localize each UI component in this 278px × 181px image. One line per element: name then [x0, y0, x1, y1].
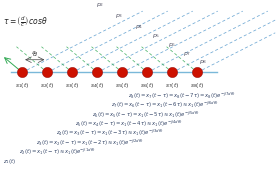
Text: $p_2$: $p_2$ — [96, 1, 104, 9]
Text: $z_4(t) = x_3(t-\tau) = x_1(t-3\tau) \approx x_1(t)e^{-j(3d\theta)}$: $z_4(t) = x_3(t-\tau) = x_1(t-3\tau) \ap… — [56, 128, 163, 138]
Text: $z_2(t) = x_1(t-\tau) \approx x_1(t)e^{-j(1d\theta)}$: $z_2(t) = x_1(t-\tau) \approx x_1(t)e^{-… — [19, 146, 96, 157]
Point — [45, 71, 49, 74]
Text: $z_3(t) = x_2(t-\tau) = x_1(t-2\tau) \approx x_1(t)e^{-j(2d\theta)}$: $z_3(t) = x_2(t-\tau) = x_1(t-2\tau) \ap… — [36, 137, 144, 148]
Text: $p_5$: $p_5$ — [152, 32, 160, 40]
Point — [120, 71, 125, 74]
Text: $z_1(t)$: $z_1(t)$ — [3, 157, 16, 166]
Text: $p_6$: $p_6$ — [168, 41, 177, 49]
Text: $s_5(t)$: $s_5(t)$ — [115, 81, 130, 90]
Text: $p_8$: $p_8$ — [199, 58, 207, 66]
Text: $s_3(t)$: $s_3(t)$ — [65, 81, 80, 90]
Point — [20, 71, 24, 74]
Text: $z_6(t) = x_5(t-\tau) = x_1(t-5\tau) \approx x_1(t)e^{-j(5d\theta)}$: $z_6(t) = x_5(t-\tau) = x_1(t-5\tau) \ap… — [92, 110, 199, 120]
Text: $s_6(t)$: $s_6(t)$ — [140, 81, 155, 90]
Text: $s_2(t)$: $s_2(t)$ — [40, 81, 54, 90]
Text: $\tau = \left(\frac{d}{c}\right)cos\theta$: $\tau = \left(\frac{d}{c}\right)cos\thet… — [3, 14, 48, 29]
Point — [170, 71, 175, 74]
Text: $a$: $a$ — [31, 49, 36, 56]
Text: $p_7$: $p_7$ — [183, 50, 192, 58]
Point — [145, 71, 150, 74]
Text: $z_8(t) = x_7(t-\tau) = x_8(t-7\tau) = x_8(t)e^{-j(7d\theta)}$: $z_8(t) = x_7(t-\tau) = x_8(t-7\tau) = x… — [128, 91, 235, 101]
Text: $p_4$: $p_4$ — [135, 23, 143, 31]
Point — [70, 71, 75, 74]
Text: $s_4(t)$: $s_4(t)$ — [90, 81, 105, 90]
Point — [95, 71, 100, 74]
Text: $s_8(t)$: $s_8(t)$ — [190, 81, 205, 90]
Text: $s_7(t)$: $s_7(t)$ — [165, 81, 180, 90]
Text: $z_7(t) = x_6(t-\tau) = x_1(t-6\tau) \approx x_1(t)e^{-j(6d\theta)}$: $z_7(t) = x_6(t-\tau) = x_1(t-6\tau) \ap… — [111, 100, 219, 110]
Text: $p_3$: $p_3$ — [115, 12, 124, 20]
Point — [195, 71, 200, 74]
Text: $d$: $d$ — [32, 50, 38, 58]
Text: $s_1(t)$: $s_1(t)$ — [15, 81, 29, 90]
Text: $z_5(t) = x_4(t-\tau) = x_1(t-4\tau) \approx x_1(t)e^{-j(4d\theta)}$: $z_5(t) = x_4(t-\tau) = x_1(t-4\tau) \ap… — [75, 119, 183, 129]
